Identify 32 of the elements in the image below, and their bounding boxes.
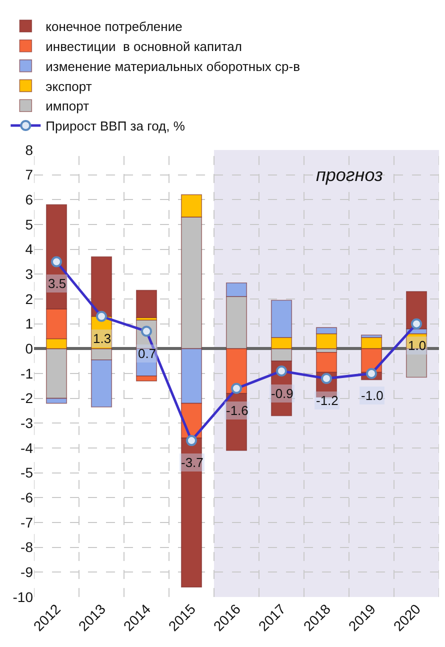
data-label: -1.2	[316, 393, 338, 408]
legend-label: изменение материальных оборотных ср-в	[46, 58, 300, 74]
data-label: 1.0	[408, 338, 426, 353]
y-tick-label: -3	[20, 415, 34, 432]
y-tick-label: -10	[12, 588, 34, 605]
data-label: 0.7	[138, 346, 156, 361]
y-tick-label: 2	[25, 290, 34, 307]
y-tick-label: 7	[25, 166, 34, 183]
legend-label: Прирост ВВП за год, %	[46, 118, 186, 134]
y-tick-label: -1	[20, 365, 34, 382]
y-tick-label: -9	[20, 564, 34, 580]
y-tick-label: -2	[20, 390, 34, 406]
y-tick-label: 0	[25, 340, 34, 357]
y-tick-label: -5	[20, 464, 34, 481]
y-tick-label: -6	[20, 490, 34, 506]
legend-label: инвестиции в основной капитал	[46, 38, 242, 54]
data-label: -1.0	[361, 388, 384, 403]
y-tick-label: 1	[25, 316, 34, 332]
y-tick-label: -7	[20, 514, 34, 530]
y-tick-label: -8	[20, 539, 34, 556]
y-tick-label: 8	[25, 142, 34, 158]
y-tick-label: 4	[25, 241, 34, 258]
data-label: 3.5	[48, 276, 66, 291]
legend-label: экспорт	[46, 78, 92, 94]
y-tick-label: 3	[25, 266, 34, 282]
legend-label: импорт	[46, 98, 90, 114]
y-tick-label: 5	[25, 216, 34, 232]
legend-label: конечное потребление	[46, 19, 182, 34]
y-tick-label: -4	[20, 440, 34, 456]
data-label: 1.3	[93, 331, 112, 346]
band-label: прогноз	[316, 165, 383, 185]
y-tick-label: 6	[25, 192, 34, 208]
